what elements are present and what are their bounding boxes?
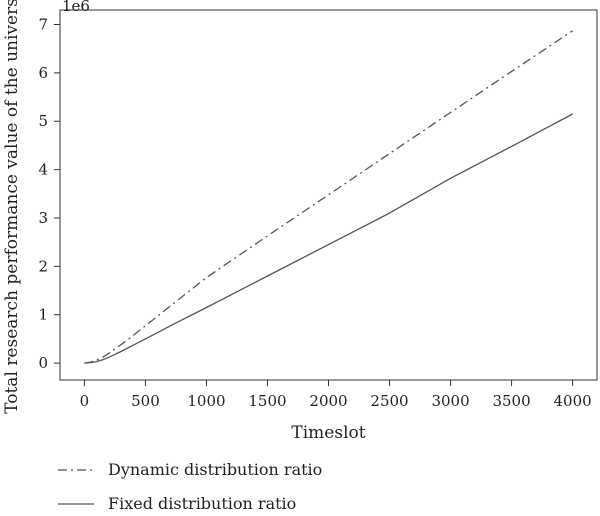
- y-tick-label: 4: [38, 161, 48, 179]
- x-tick-label: 2500: [370, 392, 408, 410]
- y-tick-label: 7: [38, 16, 48, 34]
- y-axis-ticks: 0 1 2 3 4 5 6 7: [38, 16, 60, 372]
- x-tick-label: 500: [131, 392, 160, 410]
- legend-label-dynamic: Dynamic distribution ratio: [108, 460, 322, 479]
- y-exponent-label: 1e6: [62, 0, 90, 15]
- series-line-0: [84, 30, 573, 364]
- y-tick-label: 2: [38, 257, 48, 275]
- y-tick-label: 1: [38, 306, 48, 324]
- x-tick-label: 3500: [492, 392, 530, 410]
- x-tick-label: 1500: [248, 392, 286, 410]
- y-tick-label: 5: [38, 112, 48, 130]
- legend: Dynamic distribution ratio Fixed distrib…: [58, 460, 322, 513]
- legend-label-fixed: Fixed distribution ratio: [108, 494, 296, 513]
- x-tick-label: 2000: [309, 392, 347, 410]
- series-layer: [84, 30, 573, 364]
- y-tick-label: 3: [38, 209, 48, 227]
- x-tick-label: 3000: [431, 392, 469, 410]
- x-tick-label: 4000: [553, 392, 591, 410]
- x-axis-ticks: 0 500 1000 1500 2000 2500 3000 3500 4000: [80, 380, 592, 410]
- series-line-1: [84, 113, 573, 364]
- x-tick-label: 1000: [187, 392, 225, 410]
- plot-frame: [59, 9, 598, 381]
- x-axis-title: Timeslot: [291, 423, 365, 443]
- x-tick-label: 0: [80, 392, 90, 410]
- y-tick-label: 0: [38, 354, 48, 372]
- y-axis-title: Total research performance value of the …: [2, 0, 22, 414]
- y-tick-label: 6: [38, 64, 48, 82]
